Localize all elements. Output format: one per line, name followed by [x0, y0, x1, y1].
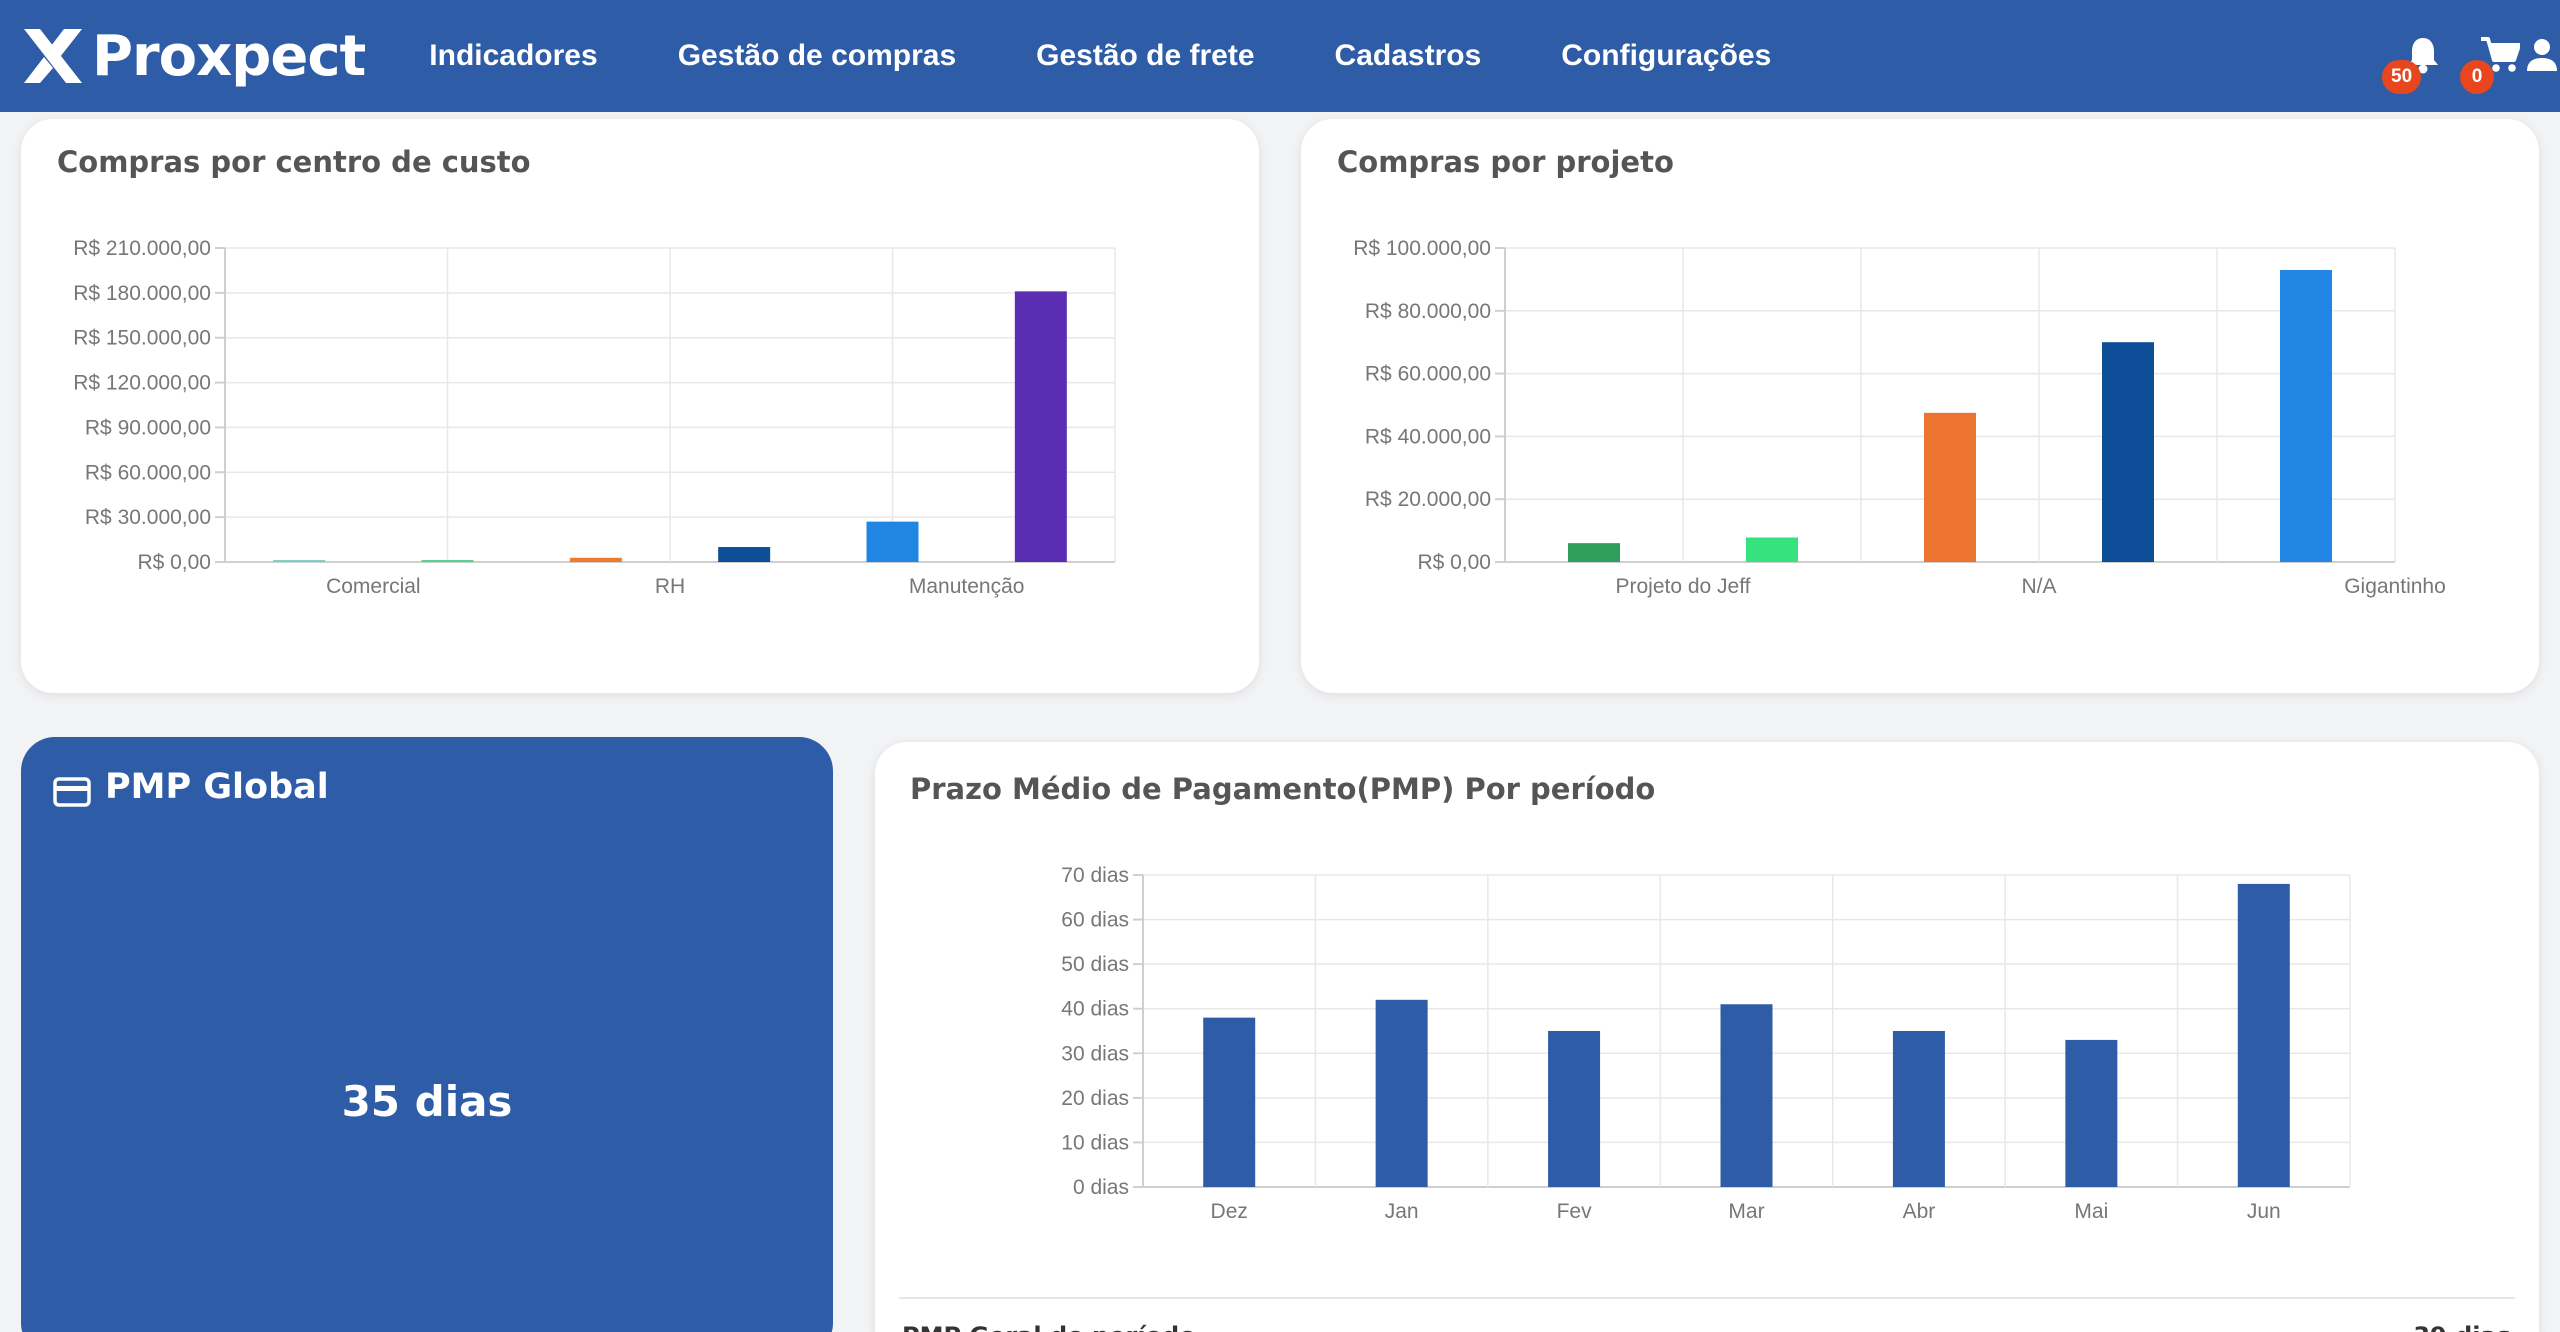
x-tick-label: Abr: [1903, 1200, 1936, 1223]
pmp-global-title: PMP Global: [105, 767, 329, 807]
x-tick-label: Jan: [1385, 1200, 1419, 1223]
chart-bar[interactable]: [866, 521, 919, 562]
user-menu-button[interactable]: [2526, 38, 2558, 77]
cart-button[interactable]: [2480, 36, 2521, 79]
x-tick-label: Fev: [1557, 1200, 1593, 1223]
notifications-button[interactable]: [2406, 36, 2440, 79]
y-tick-label: R$ 150.000,00: [73, 327, 211, 350]
nav-indicadores[interactable]: Indicadores: [429, 39, 598, 72]
chart-bar[interactable]: [2065, 1039, 2118, 1187]
chart-bar[interactable]: [1568, 543, 1620, 562]
summary-divider: [899, 1297, 2515, 1299]
pmp-period-title: Prazo Médio de Pagamento(PMP) Por períod…: [910, 772, 1656, 806]
cart-badge: 0: [2460, 60, 2494, 94]
chart-bar[interactable]: [1375, 999, 1428, 1187]
y-tick-label: R$ 60.000,00: [1365, 363, 1491, 386]
y-tick-label: R$ 40.000,00: [1365, 425, 1491, 448]
pmp-global-value: 35 dias: [341, 1077, 513, 1126]
y-tick-label: 20 dias: [1061, 1087, 1129, 1110]
y-tick-label: R$ 30.000,00: [85, 506, 211, 529]
top-navigation-bar: Proxpect Indicadores Gestão de compras G…: [0, 0, 2560, 112]
y-tick-label: R$ 60.000,00: [85, 461, 211, 484]
main-nav: Indicadores Gestão de compras Gestão de …: [429, 0, 1851, 112]
y-tick-label: R$ 80.000,00: [1365, 300, 1491, 323]
y-tick-label: 60 dias: [1061, 909, 1129, 932]
pmp-period-card: Prazo Médio de Pagamento(PMP) Por períod…: [875, 742, 2539, 1332]
y-tick-label: 10 dias: [1061, 1131, 1129, 1154]
chart-bar[interactable]: [569, 557, 622, 562]
cost-center-title: Compras por centro de custo: [57, 145, 531, 179]
proxpect-x-icon: [24, 29, 82, 83]
y-tick-label: R$ 20.000,00: [1365, 488, 1491, 511]
pmp-summary-label: PMP Geral do período: [902, 1322, 1196, 1332]
y-tick-label: R$ 210.000,00: [73, 237, 211, 260]
chart-bar[interactable]: [421, 560, 474, 562]
chart-bar[interactable]: [1924, 412, 1976, 562]
project-chart: R$ 0,00 R$ 20.000,00 R$ 40.000,00 R$ 60.000…: [1353, 237, 2446, 598]
y-tick-label: R$ 180.000,00: [73, 282, 211, 305]
x-tick-label: Jun: [2247, 1200, 2281, 1223]
pmp-period-chart: 0 dias 10 dias 20 dias 30 dias 40 dias 50 dia…: [1061, 864, 2351, 1223]
cost-center-card: Compras por centro de custo R$ 0,00 R$ 30…: [21, 119, 1259, 693]
x-tick-label: Gigantinho: [2344, 575, 2446, 598]
x-tick-label: Manutenção: [909, 575, 1025, 598]
bell-icon: [2408, 38, 2438, 74]
cost-center-chart: R$ 0,00 R$ 30.000,00 R$ 60.000,00 R$ 90.000…: [73, 237, 1116, 598]
credit-card-icon: [53, 777, 91, 807]
y-tick-label: R$ 100.000,00: [1353, 237, 1491, 260]
chart-bar[interactable]: [2280, 269, 2332, 562]
chart-bar[interactable]: [718, 547, 771, 562]
chart-bar[interactable]: [1203, 1017, 1256, 1187]
y-tick-label: 40 dias: [1061, 998, 1129, 1021]
y-tick-label: R$ 120.000,00: [73, 372, 211, 395]
chart-bar[interactable]: [2237, 883, 2290, 1187]
x-tick-label: Mai: [2074, 1200, 2108, 1223]
y-tick-label: R$ 90.000,00: [85, 416, 211, 439]
chart-bar[interactable]: [1720, 1004, 1773, 1187]
nav-cadastros[interactable]: Cadastros: [1334, 39, 1482, 72]
y-tick-label: 50 dias: [1061, 953, 1129, 976]
chart-bar[interactable]: [273, 560, 326, 562]
brand-logo[interactable]: Proxpect: [20, 0, 366, 112]
chart-bar[interactable]: [1746, 537, 1798, 562]
nav-configuracoes[interactable]: Configurações: [1561, 39, 1772, 72]
brand-name: Proxpect: [92, 23, 366, 89]
cart-icon: [2481, 37, 2521, 72]
project-card: Compras por projeto R$ 0,00 R$ 20.000,00 R…: [1301, 119, 2539, 693]
x-tick-label: Dez: [1211, 1200, 1248, 1223]
pmp-global-card: PMP Global 35 dias: [21, 737, 833, 1332]
y-tick-label: R$ 0,00: [1417, 551, 1491, 574]
x-tick-label: N/A: [2021, 575, 2056, 598]
y-tick-label: R$ 0,00: [137, 551, 211, 574]
chart-bar[interactable]: [1548, 1031, 1601, 1187]
y-tick-label: 30 dias: [1061, 1042, 1129, 1065]
notifications-badge: 50: [2382, 60, 2422, 94]
x-tick-label: Comercial: [326, 575, 421, 598]
x-tick-label: Mar: [1728, 1200, 1764, 1223]
x-tick-label: RH: [655, 575, 685, 598]
header-actions: 50 0: [2320, 0, 2560, 112]
nav-gestao-compras[interactable]: Gestão de compras: [677, 39, 957, 72]
project-title: Compras por projeto: [1337, 145, 1674, 179]
x-tick-label: Projeto do Jeff: [1615, 575, 1750, 598]
chart-bar[interactable]: [1892, 1031, 1945, 1187]
chart-bar[interactable]: [1014, 291, 1067, 562]
pmp-summary-value: 39 dias: [2413, 1322, 2511, 1332]
nav-gestao-frete[interactable]: Gestão de frete: [1036, 39, 1255, 72]
user-icon: [2527, 39, 2557, 71]
y-tick-label: 0 dias: [1073, 1176, 1129, 1199]
y-tick-label: 70 dias: [1061, 864, 1129, 887]
chart-bar[interactable]: [2102, 342, 2154, 562]
